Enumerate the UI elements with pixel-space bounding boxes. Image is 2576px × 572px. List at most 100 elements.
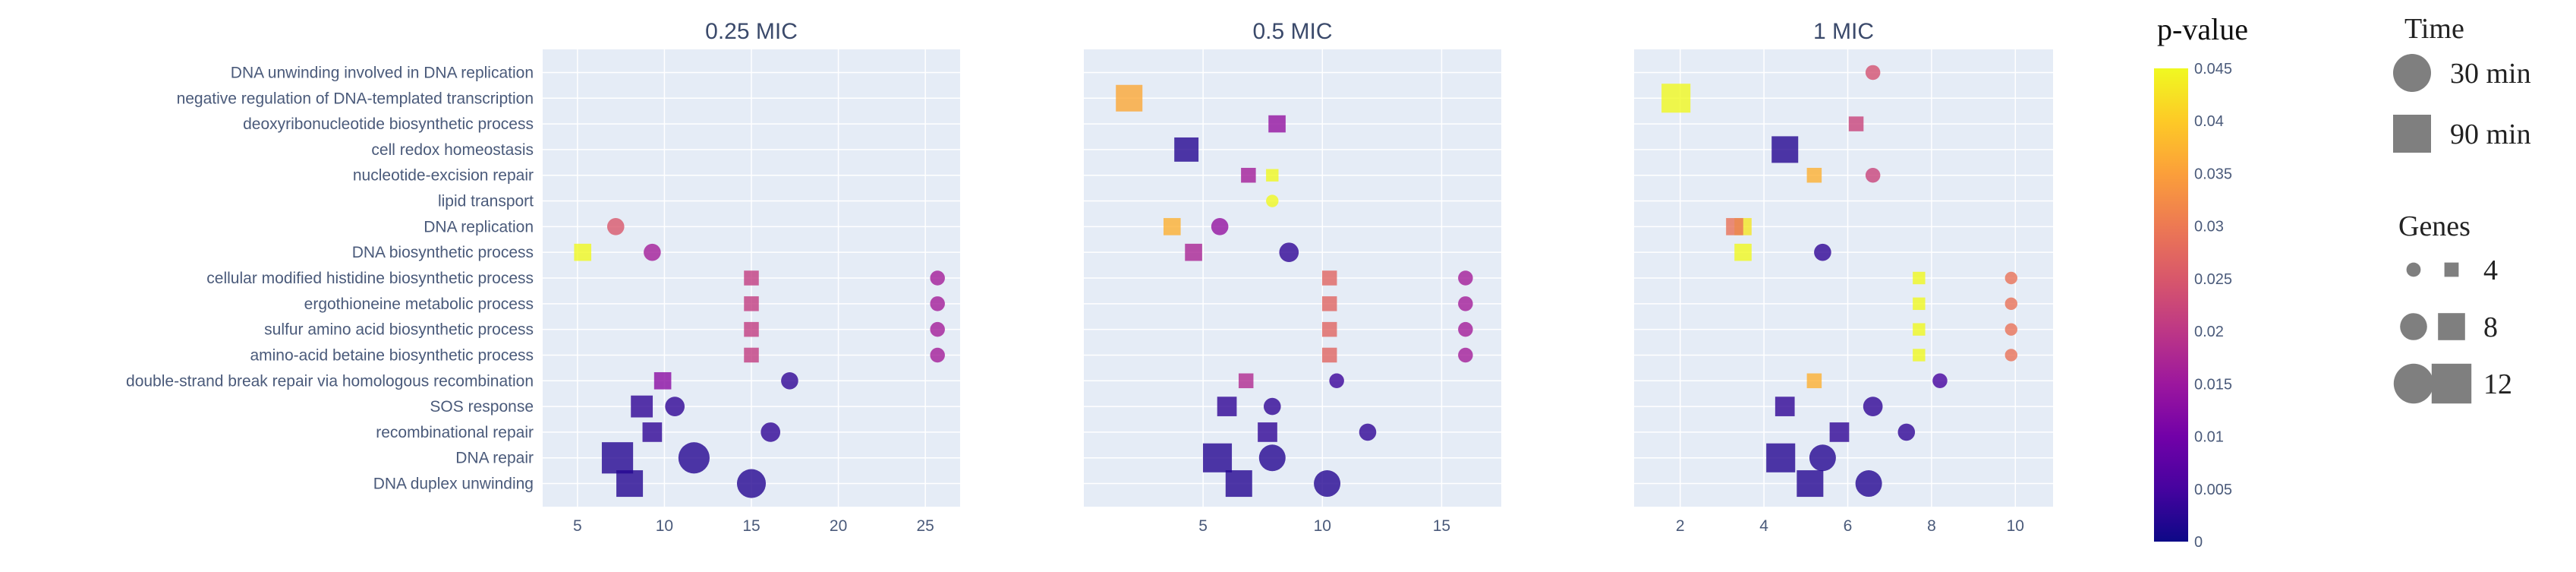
data-point-square xyxy=(1225,470,1252,498)
legend-time-label: 90 min xyxy=(2450,119,2531,150)
data-point-square xyxy=(1163,218,1181,235)
data-point-circle xyxy=(1809,444,1836,472)
y-category-label: SOS response xyxy=(430,398,534,416)
data-point-square xyxy=(601,442,634,474)
data-point-circle xyxy=(2004,323,2017,336)
data-point-square xyxy=(1913,349,1926,362)
data-point-square xyxy=(1116,84,1143,112)
data-point-circle xyxy=(1314,470,1341,498)
y-category-label: DNA replication xyxy=(424,218,534,235)
data-point-square xyxy=(1217,397,1237,416)
data-point-circle xyxy=(1897,423,1916,441)
data-point-circle xyxy=(1258,444,1286,472)
legend-genes-label: 8 xyxy=(2483,311,2498,343)
x-tick-label: 6 xyxy=(1844,517,1853,535)
legend-genes-title: Genes xyxy=(2398,210,2471,242)
y-category-label: sulfur amino acid biosynthetic process xyxy=(264,321,534,339)
data-point-square xyxy=(1734,243,1752,261)
colorbar-tick-label: 0.025 xyxy=(2194,271,2232,288)
y-category-label: nucleotide-excision repair xyxy=(353,167,534,185)
data-point-circle xyxy=(1855,470,1882,498)
colorbar-tick-label: 0.045 xyxy=(2194,61,2232,77)
y-category-label: double-strand break repair via homologou… xyxy=(126,372,534,390)
data-point-square xyxy=(744,347,759,363)
data-point-square xyxy=(744,321,759,337)
y-category-label: DNA repair xyxy=(455,450,534,467)
data-point-circle xyxy=(930,296,945,311)
legend-genes-circle-icon xyxy=(2393,363,2434,404)
legend-genes-circle-icon xyxy=(2406,262,2421,277)
legend-genes-label: 12 xyxy=(2483,368,2512,400)
data-point-circle xyxy=(1211,218,1229,235)
panel-title: 1 MIC xyxy=(1813,19,1874,44)
colorbar: p-value 0 0.005 0.01 0.015 0.02 0.025 0.03 0.035… xyxy=(2154,12,2248,551)
data-point-circle xyxy=(781,371,798,390)
x-tick-label: 15 xyxy=(1433,517,1450,535)
data-point-square xyxy=(653,371,672,390)
data-point-circle xyxy=(1263,397,1281,416)
colorbar-tick-label: 0.035 xyxy=(2194,166,2232,182)
data-point-square xyxy=(1185,243,1202,261)
data-point-circle xyxy=(1458,270,1473,286)
x-tick-label: 4 xyxy=(1759,517,1768,535)
data-point-square xyxy=(574,243,592,261)
data-point-circle xyxy=(2004,271,2017,285)
colorbar-tick-label: 0.015 xyxy=(2194,376,2232,393)
x-tick-label: 2 xyxy=(1676,517,1685,535)
y-category-label: recombinational repair xyxy=(376,424,534,441)
data-point-circle xyxy=(1359,423,1377,441)
legend-genes-circle-icon xyxy=(2400,313,2427,340)
legend: Time 30 min 90 min Genes 4 8 12 xyxy=(2393,13,2531,404)
colorbar-tick-label: 0.005 xyxy=(2194,482,2232,498)
legend-square-icon xyxy=(2393,115,2431,153)
colorbar-gradient xyxy=(2154,68,2188,542)
data-point-circle xyxy=(1458,296,1473,311)
y-category-label: amino-acid betaine biosynthetic process xyxy=(250,346,534,364)
data-point-square xyxy=(1174,137,1199,162)
legend-circle-icon xyxy=(2393,54,2431,92)
data-point-square xyxy=(1321,296,1337,311)
data-point-circle xyxy=(1458,347,1473,363)
data-point-circle xyxy=(1329,373,1344,389)
panel-title: 0.25 MIC xyxy=(705,19,798,44)
x-tick-label: 5 xyxy=(1198,517,1208,535)
data-point-circle xyxy=(1279,242,1299,263)
data-point-square xyxy=(631,395,653,418)
panel-3: 2 4 6 8 10 1 MIC xyxy=(1634,19,2053,535)
x-tick-label: 10 xyxy=(656,517,673,535)
data-point-square xyxy=(642,422,663,442)
panel-1: 5 10 15 20 25 0.25 MIC xyxy=(543,19,960,535)
data-point-circle xyxy=(644,243,661,261)
y-category-label: DNA duplex unwinding xyxy=(373,476,534,493)
legend-genes-square-icon xyxy=(2431,363,2472,404)
colorbar-tick-label: 0.02 xyxy=(2194,324,2224,340)
legend-time-label: 30 min xyxy=(2450,58,2531,90)
data-point-square xyxy=(1238,373,1254,389)
data-point-circle xyxy=(665,397,685,416)
panel-2: 5 10 15 0.5 MIC xyxy=(1084,19,1501,535)
x-tick-label: 20 xyxy=(830,517,847,535)
y-category-label: DNA unwinding involved in DNA replicatio… xyxy=(231,64,534,81)
data-point-square xyxy=(1726,218,1743,235)
y-category-label: DNA biosynthetic process xyxy=(352,244,534,261)
data-point-circle xyxy=(1865,65,1881,81)
x-tick-label: 5 xyxy=(573,517,582,535)
data-point-square xyxy=(744,296,759,311)
data-point-square xyxy=(1913,271,1926,285)
data-point-circle xyxy=(736,469,767,498)
data-point-circle xyxy=(1266,194,1279,207)
data-point-square xyxy=(1266,169,1279,182)
y-category-label: cell redox homeostasis xyxy=(371,141,534,159)
data-point-square xyxy=(1797,470,1824,498)
data-point-circle xyxy=(1458,321,1473,337)
data-point-square xyxy=(1829,422,1850,442)
x-tick-label: 15 xyxy=(742,517,760,535)
data-point-square xyxy=(1913,297,1926,311)
panel-title: 0.5 MIC xyxy=(1252,19,1332,44)
colorbar-tick-label: 0 xyxy=(2194,534,2203,551)
data-point-square xyxy=(1258,422,1277,442)
data-point-square xyxy=(1806,167,1822,183)
data-point-circle xyxy=(2004,297,2017,311)
data-point-circle xyxy=(930,347,945,363)
